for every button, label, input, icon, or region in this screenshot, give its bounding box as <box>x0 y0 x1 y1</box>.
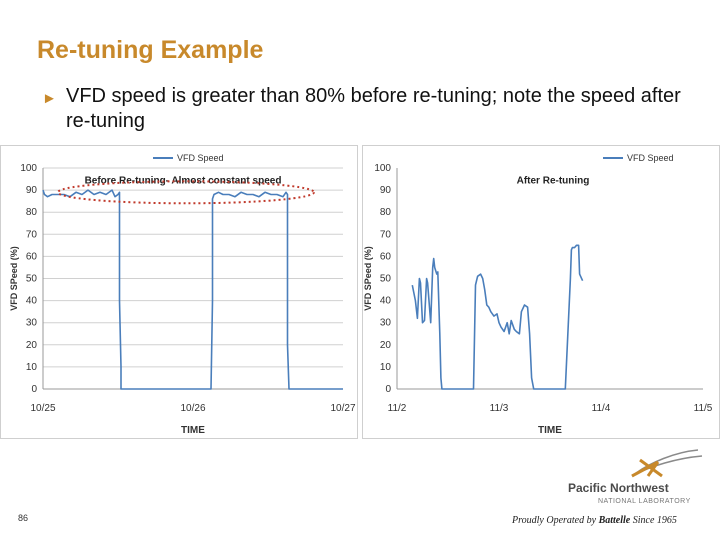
logo-line1: Pacific Northwest <box>568 481 669 495</box>
y-tick-label: 90 <box>380 185 392 196</box>
y-tick-label: 20 <box>26 340 38 351</box>
y-tick-label: 80 <box>380 207 392 218</box>
chart-after-retuning: 0 10 20 30 40 50 60 70 80 90 100 11/2 11/3 11/4 11/5 TI… <box>362 145 720 439</box>
x-tick-label: 11/2 <box>388 403 407 414</box>
x-tick-label: 10/25 <box>30 403 55 414</box>
slide-title: Re-tuning Example <box>37 36 264 64</box>
y-tick-label: 60 <box>26 251 38 262</box>
logo-line2: NATIONAL LABORATORY <box>598 498 691 505</box>
logo-mark-icon <box>631 449 703 478</box>
y-axis-title: VFD SPeed (%) <box>9 246 19 311</box>
y-tick-label: 40 <box>380 296 392 307</box>
y-tick-label: 0 <box>385 384 391 395</box>
tagline-prefix: Proudly Operated by <box>512 515 599 526</box>
y-tick-label: 90 <box>26 185 38 196</box>
y-tick-label: 60 <box>380 251 392 262</box>
legend-label: VFD Speed <box>627 153 674 163</box>
y-tick-label: 100 <box>20 163 37 174</box>
tagline-suffix: Since 1965 <box>630 515 677 526</box>
chart-before-retuning: 0 10 20 30 40 50 60 70 80 90 100 10/25 10/26 10/27 TIM… <box>0 145 358 439</box>
x-tick-label: 11/4 <box>592 403 611 414</box>
x-tick-label: 10/26 <box>180 403 205 414</box>
x-tick-label: 11/5 <box>694 403 713 414</box>
y-tick-label: 20 <box>380 340 392 351</box>
series-line <box>42 189 343 390</box>
y-tick-label: 70 <box>380 229 392 240</box>
tagline: Proudly Operated by Battelle Since 1965 <box>512 515 677 526</box>
series-line <box>411 244 584 390</box>
y-tick-label: 100 <box>374 163 391 174</box>
x-tick-label: 11/3 <box>490 403 509 414</box>
y-tick-label: 30 <box>26 318 38 329</box>
legend-label: VFD Speed <box>177 153 224 163</box>
bullet-point: ► VFD speed is greater than 80% before r… <box>42 84 692 134</box>
y-tick-label: 30 <box>380 318 392 329</box>
x-axis-title: TIME <box>181 425 205 436</box>
y-axis-title: VFD SPeed (%) <box>363 246 373 311</box>
page-number: 86 <box>18 513 29 523</box>
pnnl-logo: Pacific Northwest NATIONAL LABORATORY <box>568 449 703 505</box>
y-tick-label: 40 <box>26 296 38 307</box>
bullet-text: VFD speed is greater than 80% before re-… <box>66 85 681 132</box>
x-tick-label: 10/27 <box>330 403 355 414</box>
y-tick-label: 10 <box>26 362 38 373</box>
y-tick-label: 80 <box>26 207 38 218</box>
chart-annotation: After Re-tuning <box>517 175 590 186</box>
tagline-brand: Battelle <box>598 515 631 526</box>
y-tick-label: 0 <box>31 384 37 395</box>
y-tick-label: 50 <box>26 274 38 285</box>
y-tick-label: 70 <box>26 229 38 240</box>
y-tick-label: 50 <box>380 274 392 285</box>
bullet-arrow-icon: ► <box>42 90 57 107</box>
chart-after-svg: 0 10 20 30 40 50 60 70 80 90 100 11/2 11/3 11/4 11/5 TI… <box>363 153 713 436</box>
chart-before-svg: 0 10 20 30 40 50 60 70 80 90 100 10/25 10/26 10/27 TIM… <box>9 153 356 436</box>
y-tick-label: 10 <box>380 362 392 373</box>
x-axis-title: TIME <box>538 425 562 436</box>
